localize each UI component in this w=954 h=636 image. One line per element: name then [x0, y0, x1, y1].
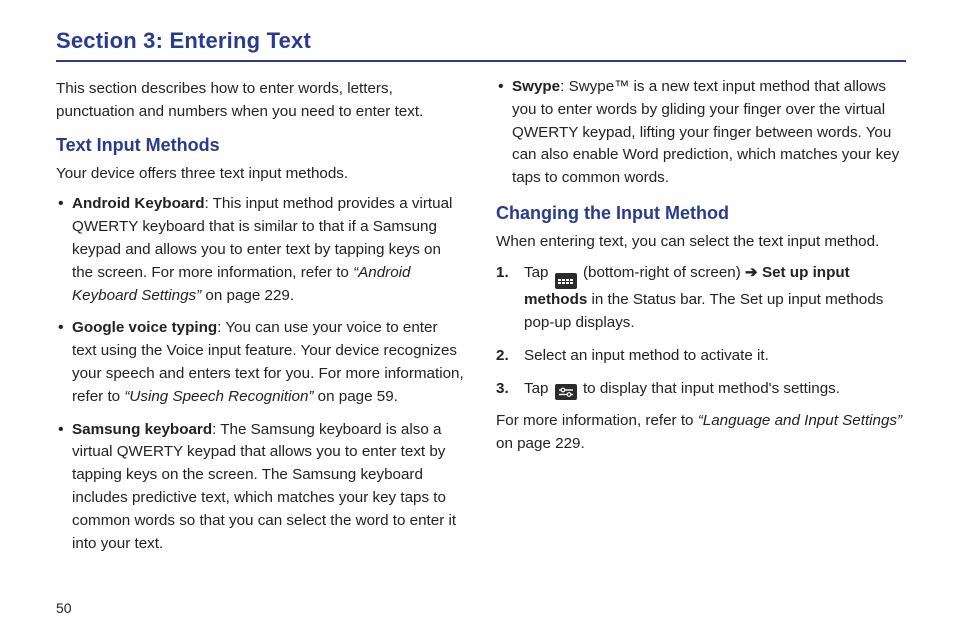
step-text: Tap — [524, 264, 553, 281]
item-text: : The Samsung keyboard is also a virtual… — [72, 421, 456, 552]
item-label: Android Keyboard — [72, 195, 204, 212]
step-item: 1. Tap (bottom-right of screen) ➔ Set up… — [496, 262, 906, 335]
list-item: Android Keyboard: This input method prov… — [58, 193, 466, 307]
step-number: 3. — [496, 378, 509, 401]
more-reference: “Language and Input Settings” — [698, 412, 902, 429]
more-tail: on page 229. — [496, 435, 585, 452]
list-item: Swype: Swype™ is a new text input method… — [498, 76, 906, 190]
steps-list: 1. Tap (bottom-right of screen) ➔ Set up… — [496, 262, 906, 401]
intro-paragraph: This section describes how to enter word… — [56, 78, 466, 124]
more-info-paragraph: For more information, refer to “Language… — [496, 410, 906, 456]
input-methods-list-cont: Swype: Swype™ is a new text input method… — [496, 76, 906, 190]
item-tail: on page 229. — [201, 287, 294, 304]
more-text: For more information, refer to — [496, 412, 698, 429]
section-rule — [56, 60, 906, 62]
list-item: Google voice typing: You can use your vo… — [58, 317, 466, 408]
subheading-text-input-methods: Text Input Methods — [56, 132, 466, 159]
step-text: Select an input method to activate it. — [524, 347, 769, 364]
item-text: : Swype™ is a new text input method that… — [512, 78, 899, 186]
step-number: 2. — [496, 345, 509, 368]
list-item: Samsung keyboard: The Samsung keyboard i… — [58, 419, 466, 556]
step-item: 3. Tap to display that input method's se… — [496, 378, 906, 401]
arrow-icon: ➔ — [745, 264, 758, 281]
step-text: (bottom-right of screen) — [579, 264, 745, 281]
manual-page: Section 3: Entering Text This section de… — [0, 0, 954, 636]
input-methods-list: Android Keyboard: This input method prov… — [56, 193, 466, 555]
step-item: 2. Select an input method to activate it… — [496, 345, 906, 368]
step-number: 1. — [496, 262, 509, 285]
item-label: Swype — [512, 78, 560, 95]
item-tail: on page 59. — [313, 388, 397, 405]
section-title: Section 3: Entering Text — [56, 28, 906, 60]
page-number: 50 — [56, 600, 72, 616]
left-column: This section describes how to enter word… — [56, 76, 466, 565]
item-label: Google voice typing — [72, 319, 217, 336]
keyboard-icon — [555, 273, 577, 289]
two-column-layout: This section describes how to enter word… — [56, 76, 906, 565]
lead-paragraph: Your device offers three text input meth… — [56, 163, 466, 186]
subheading-changing-input: Changing the Input Method — [496, 200, 906, 227]
step-text: to display that input method's settings. — [579, 380, 840, 397]
lead-paragraph: When entering text, you can select the t… — [496, 231, 906, 254]
step-text: Tap — [524, 380, 553, 397]
item-reference: “Using Speech Recognition” — [124, 388, 313, 405]
settings-slider-icon — [555, 384, 577, 400]
right-column: Swype: Swype™ is a new text input method… — [496, 76, 906, 565]
item-label: Samsung keyboard — [72, 421, 212, 438]
